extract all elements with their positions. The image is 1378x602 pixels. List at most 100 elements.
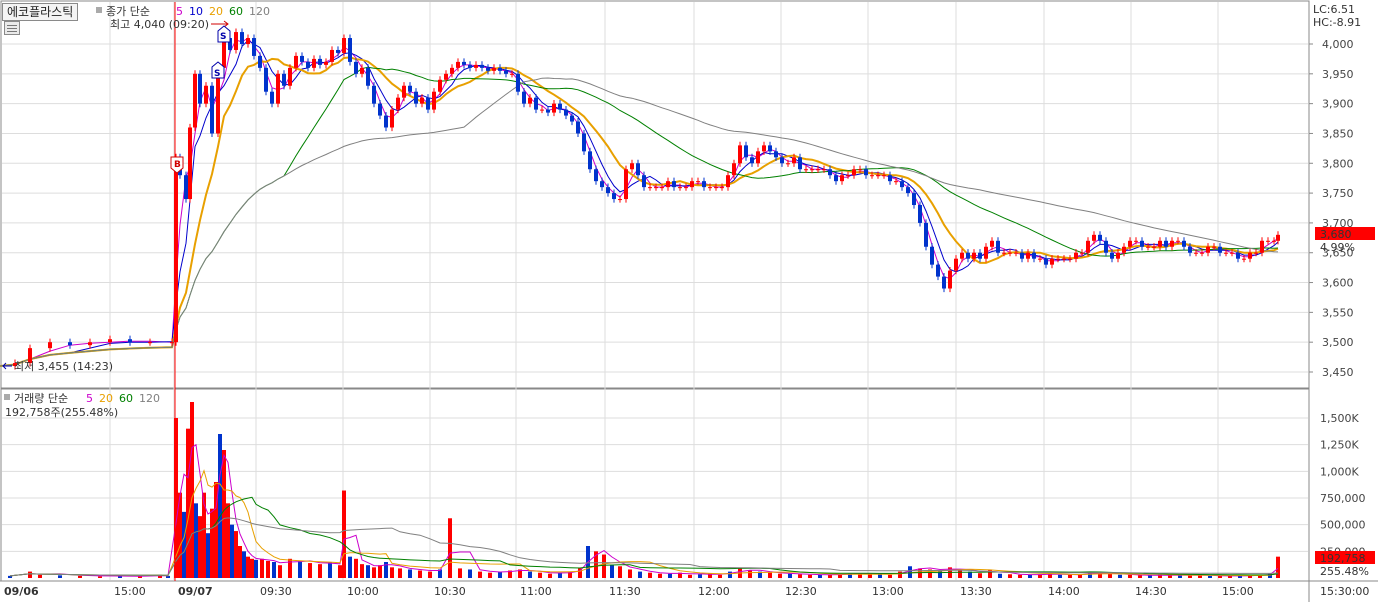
candle-body[interactable] [816, 169, 820, 171]
volume-bar[interactable] [202, 492, 206, 578]
candle-body[interactable] [834, 175, 838, 182]
candle-body[interactable] [282, 73, 286, 86]
candle-body[interactable] [1206, 246, 1210, 253]
volume-bar[interactable] [868, 573, 872, 578]
candle-body[interactable] [876, 175, 880, 177]
volume-bar[interactable] [848, 573, 852, 578]
volume-bar[interactable] [748, 570, 752, 578]
sell-marker-icon[interactable]: S [217, 25, 231, 43]
candle-body[interactable] [906, 187, 910, 194]
candle-body[interactable] [198, 73, 202, 104]
candle-body[interactable] [108, 339, 112, 343]
candlestick-series[interactable] [13, 28, 1280, 370]
candle-body[interactable] [444, 73, 448, 80]
volume-bar[interactable] [1048, 573, 1052, 578]
candle-body[interactable] [306, 61, 310, 68]
candle-body[interactable] [204, 85, 208, 104]
candle-body[interactable] [846, 175, 850, 177]
candle-body[interactable] [852, 169, 856, 176]
volume-bar[interactable] [190, 402, 194, 578]
candle-body[interactable] [726, 175, 730, 188]
volume-bar[interactable] [888, 574, 892, 578]
volume-bar[interactable] [618, 566, 622, 578]
volume-bar[interactable] [230, 524, 234, 578]
volume-bar[interactable] [384, 562, 388, 578]
candle-body[interactable] [252, 38, 256, 56]
candle-body[interactable] [786, 163, 790, 165]
volume-bar[interactable] [594, 551, 598, 578]
candle-body[interactable] [666, 181, 670, 188]
candle-body[interactable] [222, 38, 226, 68]
candle-body[interactable] [744, 145, 748, 158]
candle-body[interactable] [1086, 240, 1090, 253]
candle-body[interactable] [516, 73, 520, 92]
sell-marker-icon[interactable]: S [211, 61, 225, 79]
volume-bar[interactable] [198, 516, 202, 578]
candle-body[interactable] [750, 157, 754, 164]
volume-bar[interactable] [58, 575, 62, 578]
volume-bar[interactable] [828, 574, 832, 578]
candle-body[interactable] [414, 91, 418, 104]
candle-body[interactable] [972, 252, 976, 259]
volume-bar[interactable] [958, 569, 962, 578]
volume-bar[interactable] [1088, 571, 1092, 578]
volume-bar[interactable] [918, 568, 922, 578]
candle-body[interactable] [576, 121, 580, 134]
candle-body[interactable] [762, 145, 766, 152]
volume-bar[interactable] [518, 569, 522, 578]
candle-body[interactable] [372, 85, 376, 104]
volume-bar[interactable] [1108, 573, 1112, 578]
candle-body[interactable] [1104, 240, 1108, 253]
candle-body[interactable] [336, 49, 340, 53]
candle-body[interactable] [1002, 252, 1006, 254]
candle-body[interactable] [426, 97, 430, 110]
volume-bar[interactable] [938, 570, 942, 578]
candle-body[interactable] [714, 187, 718, 189]
volume-bar[interactable] [214, 482, 218, 578]
volume-bar[interactable] [928, 569, 932, 578]
candle-body[interactable] [1110, 252, 1114, 259]
volume-bar[interactable] [968, 571, 972, 578]
volume-bar[interactable] [178, 492, 182, 578]
candle-body[interactable] [654, 187, 658, 189]
candle-body[interactable] [462, 61, 466, 65]
volume-bar[interactable] [778, 573, 782, 578]
candle-body[interactable] [840, 175, 844, 182]
volume-bar[interactable] [548, 573, 552, 578]
candle-body[interactable] [1200, 252, 1204, 254]
candle-body[interactable] [954, 258, 958, 271]
candle-body[interactable] [540, 109, 544, 111]
candle-body[interactable] [288, 67, 292, 86]
volume-bar[interactable] [898, 571, 902, 578]
volume-bar[interactable] [118, 575, 122, 578]
volume-bar[interactable] [1078, 574, 1082, 578]
volume-bar[interactable] [266, 560, 270, 578]
volume-bar[interactable] [798, 574, 802, 578]
volume-bar[interactable] [1138, 575, 1142, 578]
candle-body[interactable] [888, 175, 892, 182]
volume-bar[interactable] [1258, 574, 1262, 578]
volume-bar[interactable] [610, 565, 614, 578]
candle-body[interactable] [420, 97, 424, 104]
volume-bar[interactable] [788, 573, 792, 578]
volume-bar[interactable] [194, 503, 198, 578]
volume-bar[interactable] [372, 567, 376, 578]
candle-body[interactable] [88, 342, 92, 346]
candle-body[interactable] [1194, 252, 1198, 254]
candle-body[interactable] [450, 67, 454, 74]
volume-bar[interactable] [182, 511, 186, 578]
volume-bar[interactable] [8, 575, 12, 578]
candle-body[interactable] [804, 169, 808, 171]
candle-body[interactable] [870, 175, 874, 177]
volume-bar[interactable] [728, 571, 732, 578]
candle-body[interactable] [558, 103, 562, 110]
volume-bar[interactable] [278, 565, 282, 578]
volume-bar[interactable] [234, 531, 238, 578]
candle-body[interactable] [696, 181, 700, 183]
candle-body[interactable] [438, 79, 442, 92]
candle-body[interactable] [324, 61, 328, 65]
candle-body[interactable] [780, 157, 784, 164]
candle-body[interactable] [1026, 252, 1030, 259]
candle-body[interactable] [1062, 258, 1066, 260]
